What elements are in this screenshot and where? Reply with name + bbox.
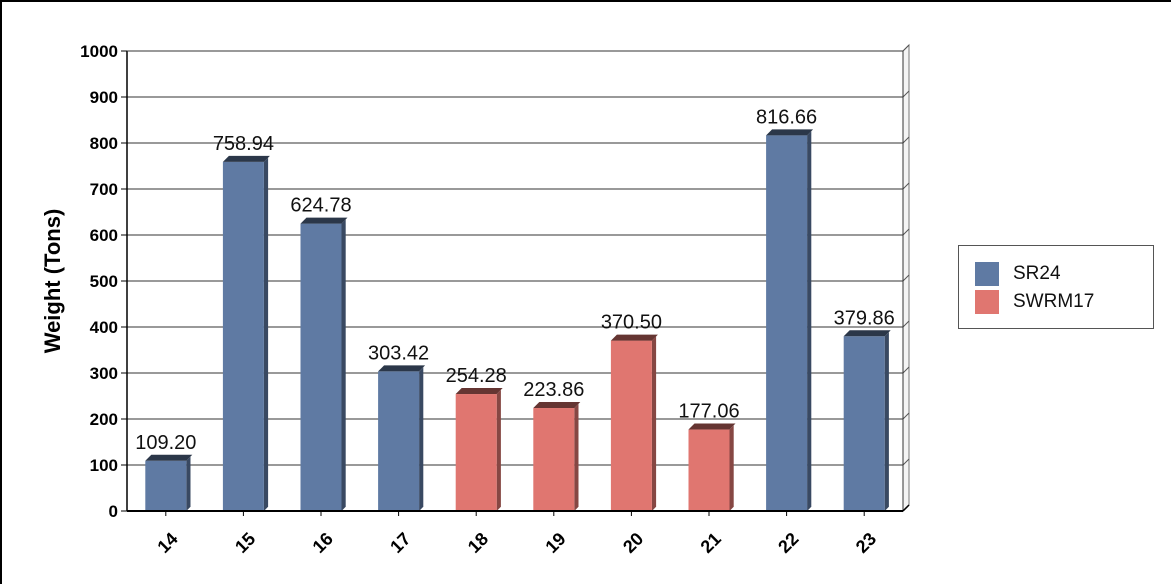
gridline-side (902, 366, 910, 374)
y-tick-label: 900 (90, 88, 118, 107)
y-tick-label: 1000 (80, 42, 118, 61)
x-tick-label: 15 (231, 529, 259, 557)
bar-side-19 (574, 403, 579, 511)
data-label-15: 758.94 (213, 133, 274, 155)
x-tick-label: 14 (153, 529, 181, 557)
gridline-side (902, 274, 910, 282)
legend-swatch-sr24 (975, 262, 999, 286)
bar-side-23 (884, 332, 889, 511)
bar-14 (145, 460, 187, 511)
gridline-side (902, 90, 910, 98)
y-tick-label: 200 (90, 410, 118, 429)
x-tick-label: 23 (852, 529, 880, 557)
gridline-side (902, 182, 910, 190)
data-label-22: 816.66 (756, 106, 817, 128)
legend-swatch-swrm17 (975, 290, 999, 314)
x-tick-label: 18 (464, 529, 492, 557)
bar-side-17 (419, 367, 424, 511)
data-label-18: 254.28 (446, 365, 507, 387)
y-tick-label: 500 (90, 272, 118, 291)
bar-17 (378, 371, 420, 511)
bar-side-15 (263, 157, 269, 511)
legend-item-sr24: SR24 (975, 262, 1061, 286)
gridline-side (902, 320, 910, 328)
bar-top-23 (843, 330, 891, 337)
y-tick-label: 400 (90, 318, 118, 337)
gridline-side (902, 44, 910, 52)
data-label-19: 223.86 (523, 379, 584, 401)
bar-top-15 (222, 155, 270, 162)
legend-label-sr24: SR24 (1013, 263, 1061, 284)
bar-21 (688, 429, 730, 511)
x-tick-label: 22 (774, 529, 802, 557)
legend-label-swrm17: SWRM17 (1013, 291, 1095, 312)
y-tick-label: 0 (109, 502, 118, 521)
data-label-14: 109.20 (135, 432, 196, 454)
y-axis-title: Weight (Tons) (40, 209, 65, 354)
bar-20 (610, 340, 652, 511)
y-tick-label: 600 (90, 226, 118, 245)
x-tick-label: 17 (386, 529, 414, 557)
bar-side-22 (807, 131, 812, 511)
y-tick-label: 800 (90, 134, 118, 153)
bar-19 (533, 408, 575, 511)
bar-23 (843, 336, 885, 511)
data-label-21: 177.06 (678, 401, 739, 423)
y-tick-label: 700 (90, 180, 118, 199)
bar-top-21 (688, 423, 736, 430)
x-tick-label: 21 (697, 529, 725, 557)
y-tick-label: 100 (90, 456, 118, 475)
bar-18 (455, 394, 497, 511)
bar-side-16 (341, 219, 346, 512)
gridline-side (902, 458, 910, 466)
bar-15 (222, 161, 264, 511)
y-tick-label: 300 (90, 364, 118, 383)
gridline-side (902, 228, 910, 236)
bar-side-20 (651, 336, 657, 511)
bar-top-14 (145, 454, 193, 461)
data-label-16: 624.78 (290, 195, 351, 217)
x-tick-label: 20 (619, 529, 647, 557)
data-label-17: 303.42 (368, 342, 429, 364)
bar-top-18 (455, 388, 503, 395)
x-tick-label: 16 (309, 529, 337, 557)
gridline-side (902, 136, 910, 144)
data-label-20: 370.50 (601, 312, 662, 334)
bar-side-14 (186, 456, 191, 511)
gridline-side (902, 412, 910, 420)
bar-top-16 (300, 217, 348, 224)
legend: SR24 SWRM17 (958, 245, 1154, 329)
bar-16 (300, 223, 342, 511)
data-label-23: 379.86 (834, 307, 895, 329)
bar-top-17 (378, 365, 426, 372)
bar-top-20 (610, 334, 658, 341)
legend-item-swrm17: SWRM17 (975, 290, 1094, 314)
bar-side-18 (496, 389, 501, 511)
bar-top-19 (533, 402, 581, 409)
x-axis-depth (902, 504, 910, 512)
bar-top-22 (766, 129, 814, 136)
bar-side-21 (729, 425, 734, 511)
bar-22 (766, 135, 808, 511)
x-tick-label: 19 (541, 529, 569, 557)
